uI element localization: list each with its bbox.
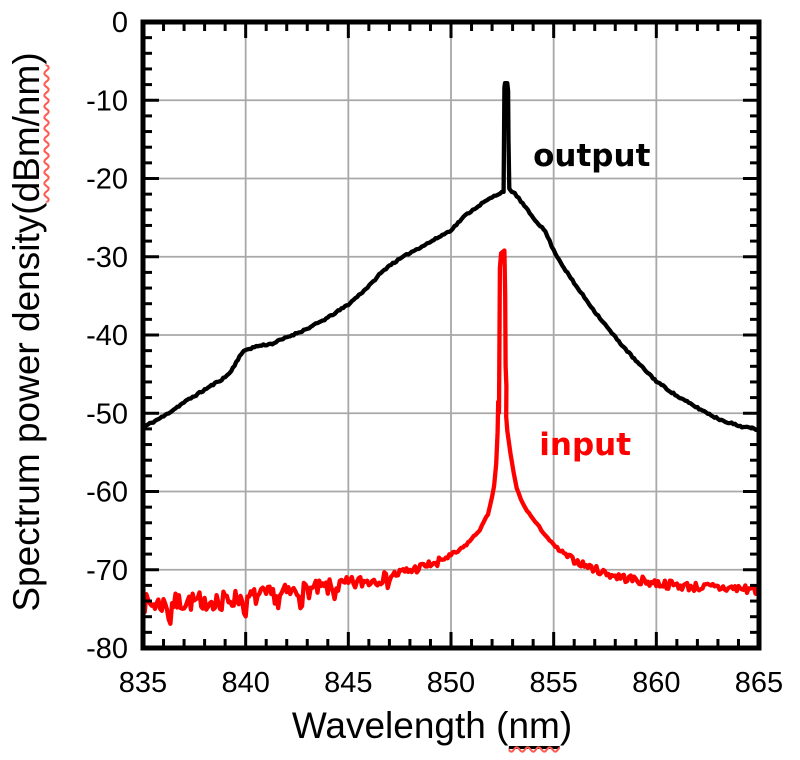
y-tick-label: -60 (86, 477, 128, 509)
x-tick-label: 850 (427, 667, 475, 699)
y-axis-title-suffix: ) (6, 52, 47, 65)
plot-border (140, 19, 762, 651)
series-path-output (140, 80, 762, 433)
x-axis-title-underlined-unit: nm (508, 705, 560, 746)
y-tick-label: -40 (86, 320, 128, 352)
y-tick-label: -50 (86, 398, 128, 430)
x-tick-label: 845 (324, 667, 372, 699)
x-tick-label: 835 (119, 667, 167, 699)
y-axis-title-underlined-unit: dBm/nm (6, 64, 47, 203)
x-tick-label: 860 (632, 667, 680, 699)
y-axis-title: Spectrum power density(dBm/nm) (6, 52, 48, 611)
x-tick-label: 840 (221, 667, 269, 699)
series-label-output: output (533, 138, 651, 175)
y-tick-label: -30 (86, 242, 128, 274)
y-tick-label: -20 (86, 164, 128, 196)
y-tick-label: -10 (86, 85, 128, 117)
y-tick-label: -70 (86, 555, 128, 587)
y-tick-label: -80 (86, 633, 128, 665)
x-axis-title: Wavelength (nm) (291, 705, 573, 749)
x-tick-label: 865 (735, 667, 783, 699)
series-path-input (140, 248, 762, 626)
x-tick-label: 855 (529, 667, 577, 699)
x-axis-title-suffix: ) (559, 705, 573, 746)
series-label-input: input (539, 427, 632, 464)
y-axis-title-prefix: Spectrum power density( (6, 202, 47, 612)
x-axis-title-prefix: Wavelength ( (291, 705, 509, 746)
y-tick-label: 0 (112, 7, 128, 39)
